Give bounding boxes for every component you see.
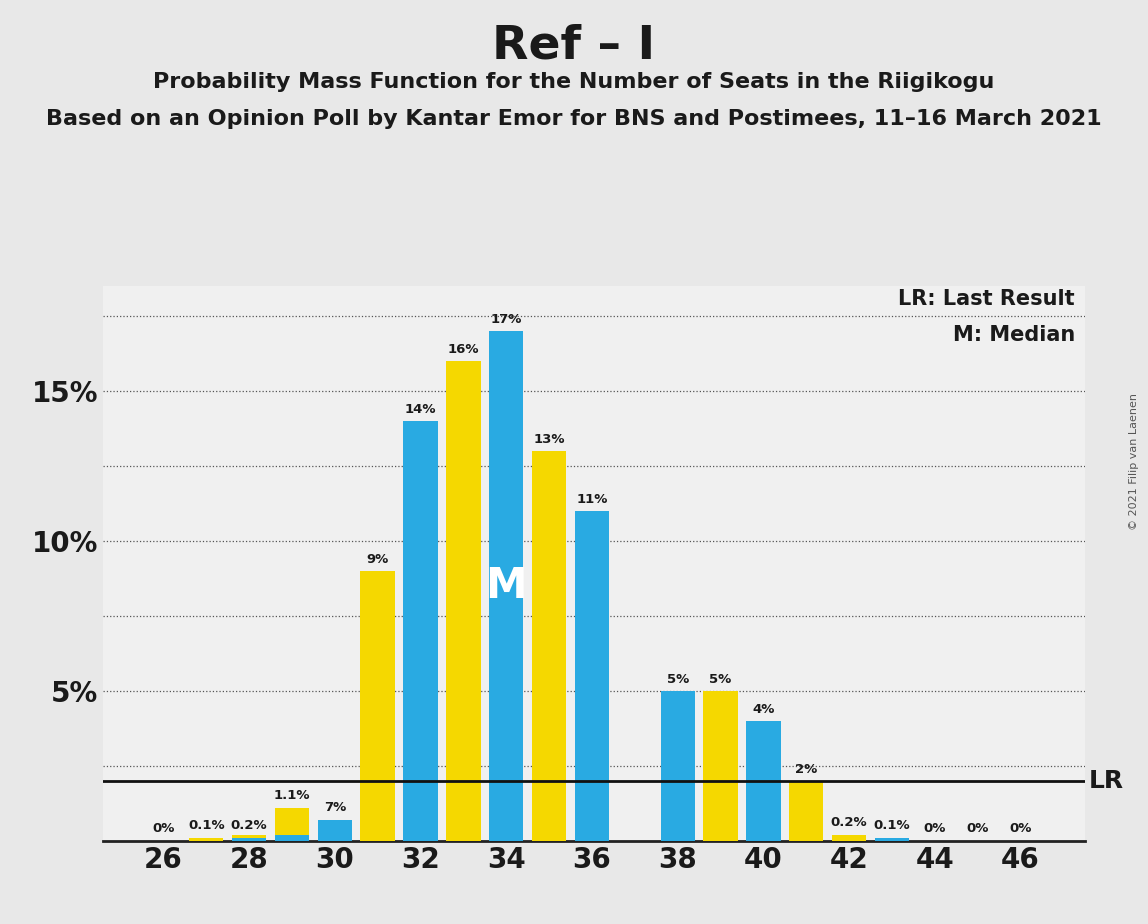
Text: 16%: 16% [448, 343, 479, 356]
Text: 1.1%: 1.1% [273, 789, 310, 802]
Bar [447, 361, 481, 841]
Text: © 2021 Filip van Laenen: © 2021 Filip van Laenen [1128, 394, 1139, 530]
Text: 7%: 7% [324, 801, 346, 814]
Text: LR: Last Result: LR: Last Result [899, 289, 1075, 310]
Bar [832, 835, 867, 841]
Text: 0.1%: 0.1% [188, 820, 225, 833]
Bar [532, 451, 566, 841]
Bar [360, 571, 395, 841]
Bar [875, 838, 909, 841]
Text: LR: LR [1089, 769, 1124, 793]
Text: 0%: 0% [967, 822, 988, 835]
Text: 0.2%: 0.2% [831, 817, 868, 830]
Bar [489, 332, 523, 841]
Bar [274, 835, 309, 841]
Text: Probability Mass Function for the Number of Seats in the Riigikogu: Probability Mass Function for the Number… [154, 72, 994, 92]
Text: 14%: 14% [405, 403, 436, 416]
Bar [403, 421, 437, 841]
Text: 0%: 0% [924, 822, 946, 835]
Bar [232, 838, 266, 841]
Bar [189, 838, 224, 841]
Text: 5%: 5% [667, 673, 689, 686]
Text: 2%: 2% [796, 762, 817, 775]
Text: M: Median: M: Median [953, 325, 1075, 346]
Bar [274, 808, 309, 841]
Text: 0%: 0% [153, 822, 174, 835]
Text: 9%: 9% [366, 553, 389, 565]
Text: 4%: 4% [752, 702, 775, 715]
Bar [660, 691, 695, 841]
Bar [746, 721, 781, 841]
Text: Based on an Opinion Poll by Kantar Emor for BNS and Postimees, 11–16 March 2021: Based on an Opinion Poll by Kantar Emor … [46, 109, 1102, 129]
Text: 0%: 0% [1009, 822, 1032, 835]
Bar [575, 511, 610, 841]
Bar [704, 691, 738, 841]
Text: 11%: 11% [576, 492, 607, 505]
Bar [318, 820, 352, 841]
Text: 5%: 5% [709, 673, 731, 686]
Text: 0.1%: 0.1% [874, 820, 910, 833]
Text: 0.2%: 0.2% [231, 820, 267, 833]
Bar [789, 781, 823, 841]
Text: Ref – I: Ref – I [492, 23, 656, 68]
Text: 13%: 13% [534, 432, 565, 446]
Text: 17%: 17% [490, 313, 522, 326]
Bar [232, 835, 266, 841]
Text: M: M [486, 565, 527, 607]
